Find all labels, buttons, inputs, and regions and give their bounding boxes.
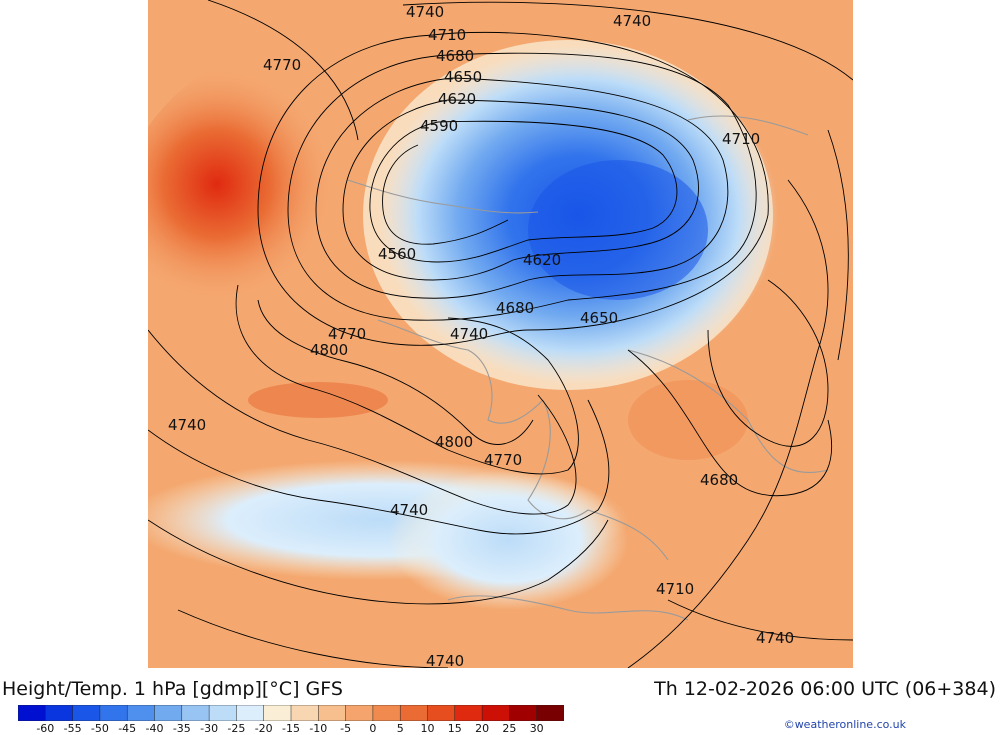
contour-label: 4560 — [378, 245, 416, 263]
color-scale-swatch — [45, 705, 74, 721]
contour-label: 4710 — [656, 580, 694, 598]
contour-label-group: 4740 4740 4770 4710 4680 4650 4620 4590 … — [168, 3, 794, 668]
cold-inner — [528, 160, 708, 300]
coastlines — [347, 115, 829, 621]
contour-label: 4770 — [328, 325, 366, 343]
contour-label: 4680 — [496, 299, 534, 317]
color-scale-tick-label: 0 — [369, 722, 377, 735]
color-scale-tick-label: -55 — [63, 722, 82, 735]
color-scale-swatch — [72, 705, 101, 721]
contour-label: 4650 — [580, 309, 618, 327]
contour-label: 4740 — [406, 3, 444, 21]
color-scale-swatch — [509, 705, 538, 721]
contour-label: 4620 — [523, 251, 561, 269]
contour-label: 4650 — [444, 68, 482, 86]
contour-label: 4740 — [756, 629, 794, 647]
color-scale-swatch — [454, 705, 483, 721]
color-scale-tick-label: 20 — [475, 722, 490, 735]
color-scale-swatch — [126, 705, 156, 721]
contour-label: 4770 — [263, 56, 301, 74]
cool-band-south — [388, 470, 628, 610]
color-scale-tick-label: -50 — [90, 722, 109, 735]
color-scale-swatch — [154, 705, 183, 721]
color-scale-tick-label: 15 — [447, 722, 462, 735]
color-scale-swatch — [536, 705, 564, 721]
warm-east — [628, 380, 748, 460]
contour-label: 4740 — [613, 12, 651, 30]
credit-link[interactable]: ©weatheronline.co.uk — [783, 718, 906, 731]
color-scale-swatch — [236, 705, 265, 721]
contour-label: 4740 — [426, 652, 464, 668]
color-scale-tick-label: -45 — [118, 722, 137, 735]
color-scale-swatch — [290, 705, 319, 721]
valid-time: Th 12-02-2026 06:00 UTC (06+384) — [654, 678, 996, 700]
contour-label: 4770 — [484, 451, 522, 469]
color-scale-swatch — [372, 705, 401, 721]
warm-core — [148, 40, 513, 440]
contour-label: 4680 — [436, 47, 474, 65]
color-scale-swatch — [263, 705, 292, 721]
color-scale-tick-label: 30 — [529, 722, 544, 735]
color-scale-tick-label: -5 — [340, 722, 352, 735]
weather-map: 4740 4740 4770 4710 4680 4650 4620 4590 … — [148, 0, 853, 668]
contour-label: 4710 — [722, 130, 760, 148]
color-scale-swatch — [208, 705, 238, 721]
color-scale-swatch — [399, 705, 429, 721]
color-scale-tick-label: 25 — [502, 722, 517, 735]
contour-lines — [148, 0, 853, 668]
color-scale-tick-label: -10 — [309, 722, 328, 735]
color-scale-tick-label: -20 — [254, 722, 273, 735]
color-scale-tick-label: -30 — [200, 722, 219, 735]
color-scale-swatch — [481, 705, 511, 721]
color-scale-tick-label: 10 — [420, 722, 435, 735]
color-scale-tick-label: 5 — [396, 722, 404, 735]
warm-streak — [248, 382, 388, 418]
contour-label: 4680 — [700, 471, 738, 489]
color-scale-ticks: -60 -55 -50 -45 -40 -35 -30 -25 -20 -15 -10 -5 0 5 10 1… — [18, 722, 578, 735]
color-scale-tick-label: -15 — [282, 722, 300, 735]
contour-label: 4740 — [168, 416, 206, 434]
color-scale-swatch — [18, 705, 46, 721]
color-scale-swatch — [345, 705, 374, 721]
map-title: Height/Temp. 1 hPa [gdmp][°C] GFS — [2, 678, 343, 700]
contour-label: 4740 — [450, 325, 488, 343]
contour-label: 4740 — [390, 501, 428, 519]
color-scale-swatch — [318, 705, 347, 721]
color-scale-tick-label: -40 — [145, 722, 164, 735]
contour-label: 4590 — [420, 117, 458, 135]
contour-label: 4710 — [428, 26, 466, 44]
contour-label: 4800 — [435, 433, 473, 451]
color-scale-tick-label: -60 — [36, 722, 55, 735]
contour-label: 4620 — [438, 90, 476, 108]
color-scale-swatch — [99, 705, 128, 721]
color-scale-tick-label: -35 — [172, 722, 191, 735]
color-scale — [18, 705, 564, 721]
color-scale-swatch — [181, 705, 210, 721]
color-scale-swatch — [427, 705, 456, 721]
contour-label: 4800 — [310, 341, 348, 359]
color-scale-tick-label: -25 — [227, 722, 246, 735]
